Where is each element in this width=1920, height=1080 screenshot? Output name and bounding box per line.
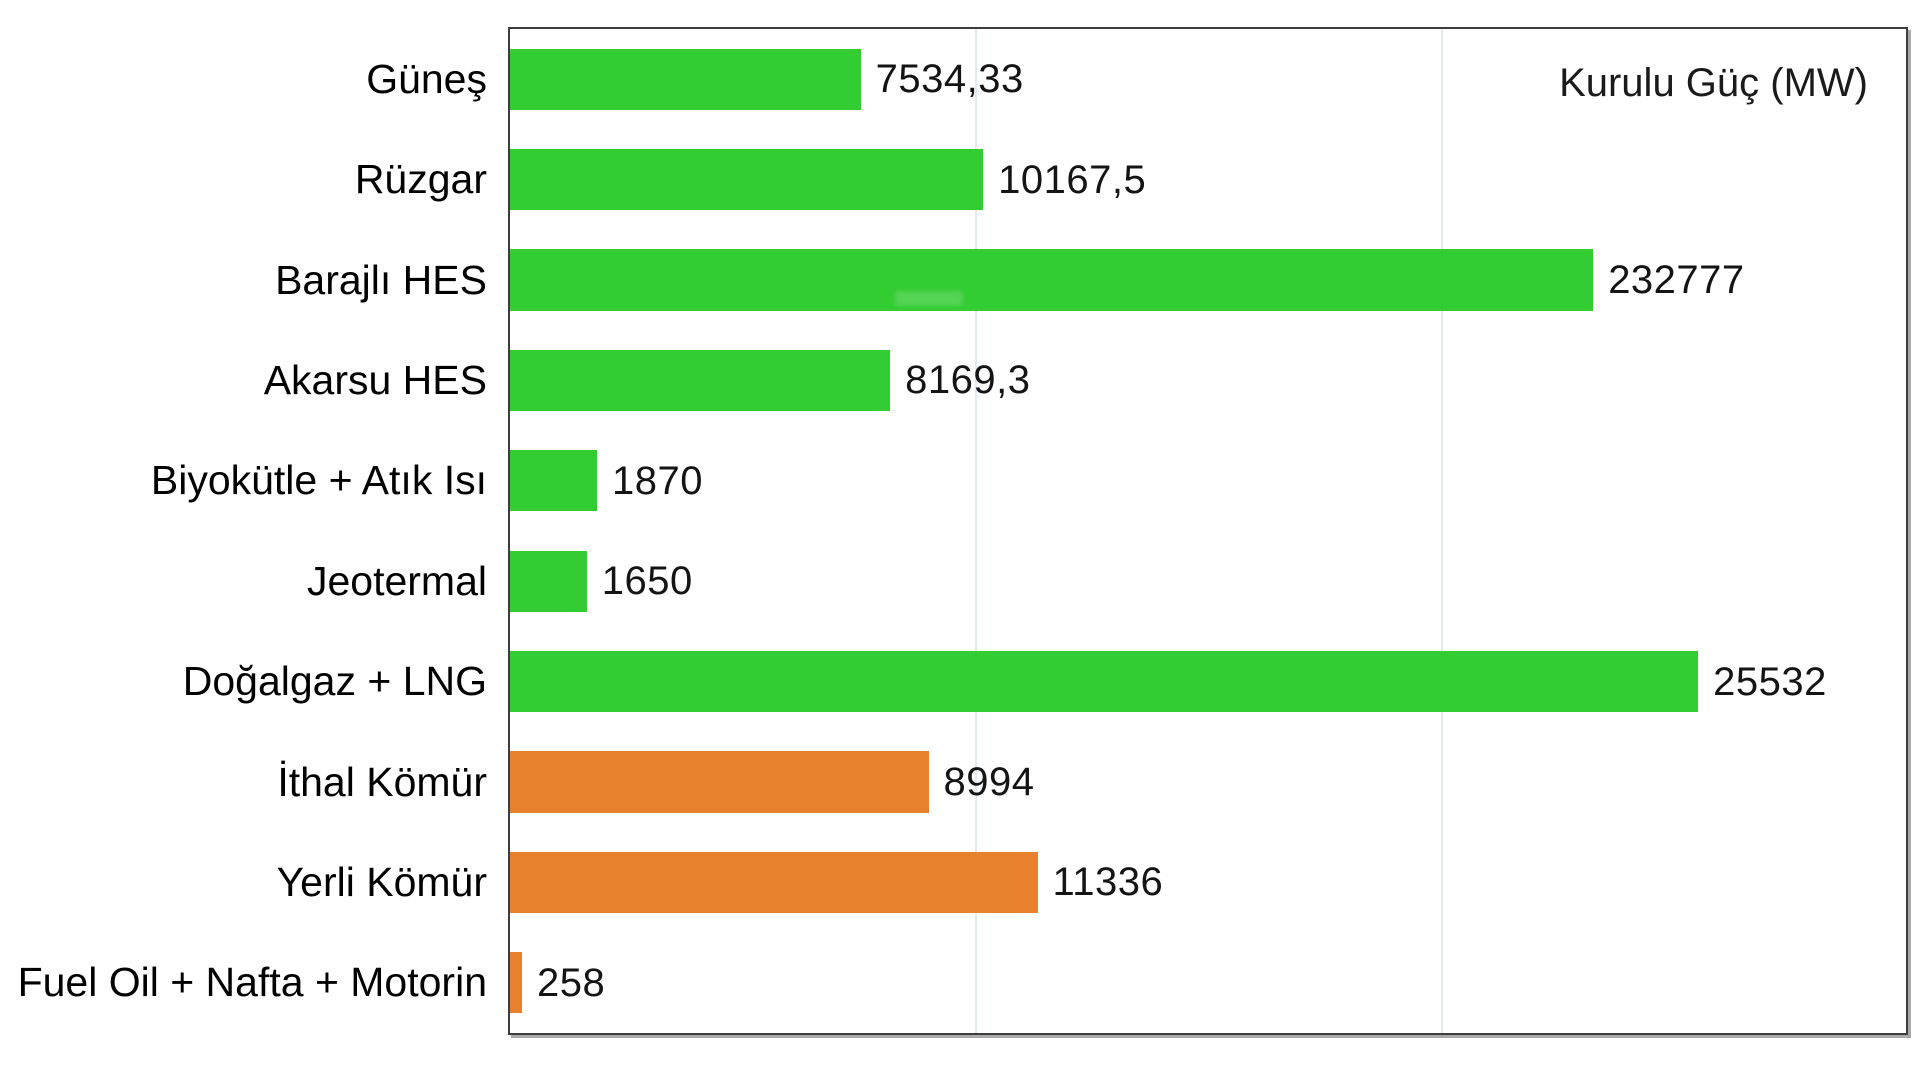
bar-value-label: 25532 — [1713, 659, 1827, 704]
bar-value-label: 1650 — [601, 559, 693, 604]
gridline-layer — [510, 29, 1906, 1033]
bar — [510, 349, 891, 412]
bar-row: 232777 — [510, 230, 1906, 330]
bar-value-label: 232777 — [1608, 258, 1745, 303]
bar — [510, 651, 1699, 713]
bar-value-label: 7534,33 — [875, 57, 1024, 102]
gridline-x — [1440, 29, 1443, 1033]
bar-row: 8169,3 — [510, 330, 1906, 430]
bar — [510, 952, 522, 1014]
bar-row: 25532 — [510, 631, 1906, 731]
bar-row: 1650 — [510, 531, 1906, 631]
chart-legend: Kurulu Güç (MW) — [1559, 61, 1868, 105]
category-label: Fuel Oil + Nafta + Motorin — [17, 959, 487, 1006]
bar — [510, 450, 598, 512]
bar — [510, 751, 929, 813]
bar-row: 10167,5 — [510, 129, 1906, 229]
category-label: İthal Kömür — [277, 758, 487, 805]
bar-row: 258 — [510, 933, 1906, 1033]
bar — [510, 851, 1038, 914]
category-label: Barajlı HES — [275, 256, 487, 303]
category-label: Akarsu HES — [263, 356, 487, 403]
chart-plot-area: 7534,33 10167,5 232777 8169,3 1870 1650 25532 8… — [508, 27, 1908, 1035]
bar-value-label: 8169,3 — [905, 358, 1031, 403]
bar-value-label: 8994 — [943, 760, 1035, 805]
bar-value-label: 258 — [537, 960, 606, 1005]
category-label: Yerli Kömür — [276, 858, 487, 905]
category-label: Rüzgar — [354, 156, 487, 203]
bar-row: 8994 — [510, 732, 1906, 832]
category-label: Güneş — [366, 55, 487, 102]
category-label: Biyokütle + Atık Isı — [150, 457, 487, 504]
bar-row: 1870 — [510, 431, 1906, 531]
bar-value-label: 10167,5 — [998, 157, 1147, 202]
bar — [510, 550, 587, 612]
bar-row: 7534,33 — [510, 29, 1906, 129]
bar-value-label: 11336 — [1052, 860, 1164, 905]
bar — [510, 48, 861, 110]
category-label: Doğalgaz + LNG — [182, 658, 487, 705]
watermark — [895, 291, 963, 306]
bar-rows: 7534,33 10167,5 232777 8169,3 1870 1650 25532 8… — [510, 29, 1906, 1033]
bar-value-label: 1870 — [612, 458, 703, 503]
bar-row: 11336 — [510, 832, 1906, 932]
category-label: Jeotermal — [306, 557, 487, 604]
bar — [510, 249, 1594, 311]
gridline-x — [975, 29, 978, 1033]
bar — [510, 148, 984, 211]
category-labels: Güneş Rüzgar Barajlı HES Akarsu HES Biyokütl… — [0, 29, 508, 1033]
